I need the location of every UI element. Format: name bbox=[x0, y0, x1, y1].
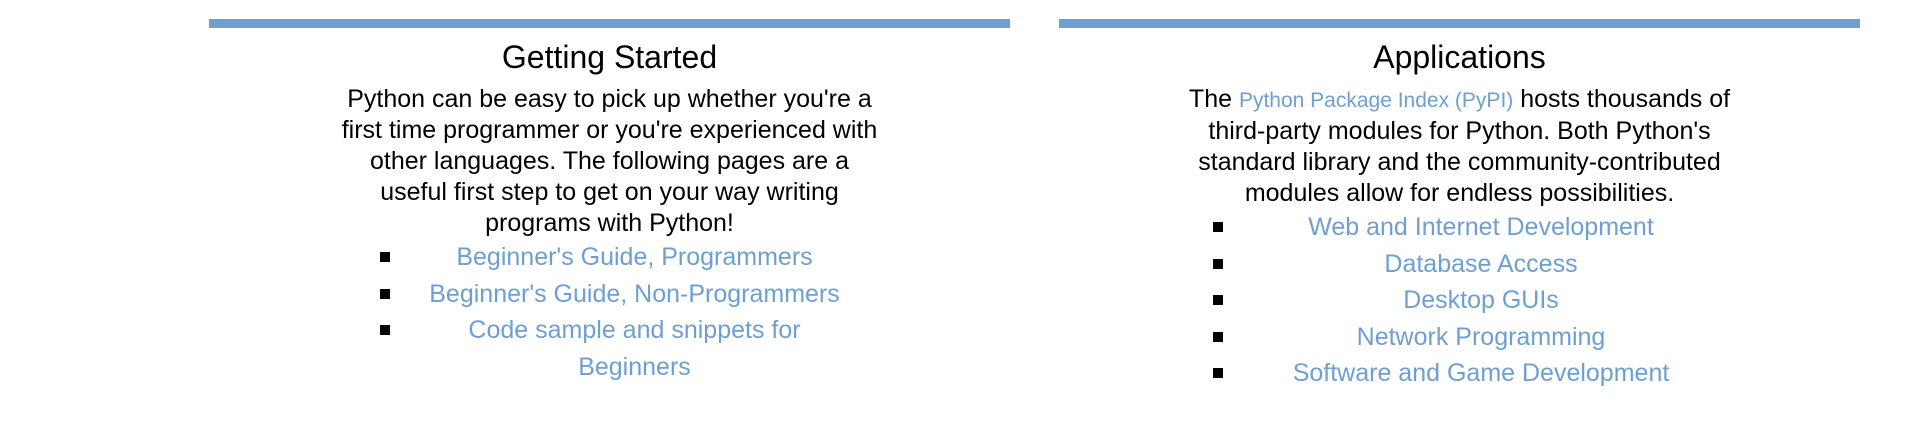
list-item: Network Programming bbox=[1180, 319, 1740, 356]
bullet-icon bbox=[1212, 331, 1223, 342]
applications-link-list: Web and Internet Development Database Ac… bbox=[1180, 209, 1740, 392]
getting-started-title: Getting Started bbox=[501, 39, 718, 75]
applications-description-prefix: The bbox=[1188, 85, 1239, 113]
beginners-guide-non-programmers-link[interactable]: Beginner's Guide, Non-Programmers bbox=[429, 279, 840, 308]
network-programming-link[interactable]: Network Programming bbox=[1356, 322, 1606, 351]
bullet-icon bbox=[1212, 222, 1223, 232]
bullet-icon bbox=[1212, 368, 1223, 378]
list-item: Desktop GUIs bbox=[1180, 282, 1740, 319]
database-access-link[interactable]: Database Access bbox=[1384, 249, 1578, 278]
getting-started-description: Python can be easy to pick up whether yo… bbox=[341, 85, 878, 237]
applications-description-suffix: hosts thousands of third-party modules f… bbox=[1198, 85, 1731, 207]
applications-description: The Python Package Index (PyPI) hosts th… bbox=[1180, 84, 1740, 209]
bullet-icon bbox=[379, 288, 390, 299]
applications-section: Applications The Python Package Index (P… bbox=[1059, 19, 1860, 392]
code-samples-link[interactable]: Code sample and snippets for Beginners bbox=[468, 316, 801, 381]
list-item: Code sample and snippets for Beginners bbox=[340, 312, 880, 385]
desktop-guis-link[interactable]: Desktop GUIs bbox=[1403, 286, 1559, 314]
software-game-development-link[interactable]: Software and Game Development bbox=[1292, 359, 1670, 387]
applications-title: Applications bbox=[1373, 39, 1546, 75]
list-item: Beginner's Guide, Non-Programmers bbox=[340, 276, 880, 313]
getting-started-link-list: Beginner's Guide, Programmers Beginner's… bbox=[340, 239, 880, 385]
list-item: Software and Game Development bbox=[1180, 355, 1740, 392]
beginners-guide-programmers-link[interactable]: Beginner's Guide, Programmers bbox=[456, 243, 813, 271]
list-item: Database Access bbox=[1180, 246, 1740, 283]
bullet-icon bbox=[379, 325, 390, 335]
bullet-icon bbox=[1212, 258, 1223, 269]
list-item: Beginner's Guide, Programmers bbox=[340, 239, 880, 276]
bullet-icon bbox=[379, 252, 390, 262]
list-item: Web and Internet Development bbox=[1180, 209, 1740, 246]
pypi-link[interactable]: Python Package Index (PyPI) bbox=[1238, 89, 1514, 112]
web-development-link[interactable]: Web and Internet Development bbox=[1308, 213, 1654, 241]
getting-started-section: Getting Started Python can be easy to pi… bbox=[209, 19, 1010, 385]
bullet-icon bbox=[1212, 295, 1223, 305]
